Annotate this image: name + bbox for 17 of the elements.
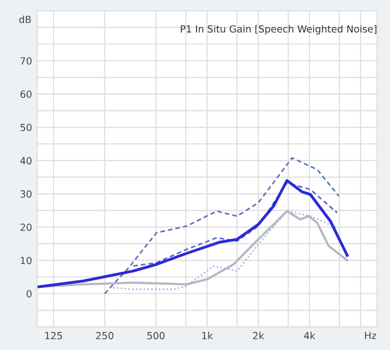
y-tick-label: 0 bbox=[26, 290, 32, 298]
x-tick-label: 250 bbox=[96, 332, 114, 340]
y-tick-label: 30 bbox=[20, 190, 32, 198]
x-tick-label: 2k bbox=[253, 332, 264, 340]
y-tick-label: 70 bbox=[20, 57, 32, 65]
x-axis-title: Hz bbox=[365, 332, 376, 340]
y-tick-label: 10 bbox=[20, 256, 32, 264]
x-tick-label: 4k bbox=[304, 332, 316, 340]
y-axis-title: dB bbox=[19, 16, 31, 24]
y-tick-label: 20 bbox=[20, 224, 32, 231]
y-tick-label: 40 bbox=[20, 157, 32, 164]
y-tick-label: 50 bbox=[20, 124, 32, 132]
text: P1 In Situ Gain [Speech Weighted Noise] bbox=[180, 25, 376, 34]
y-tick-label: 60 bbox=[20, 90, 32, 98]
x-tick-label: 1k bbox=[202, 332, 213, 340]
x-tick-label: 500 bbox=[147, 332, 165, 340]
x-tick-label: 125 bbox=[45, 332, 62, 340]
